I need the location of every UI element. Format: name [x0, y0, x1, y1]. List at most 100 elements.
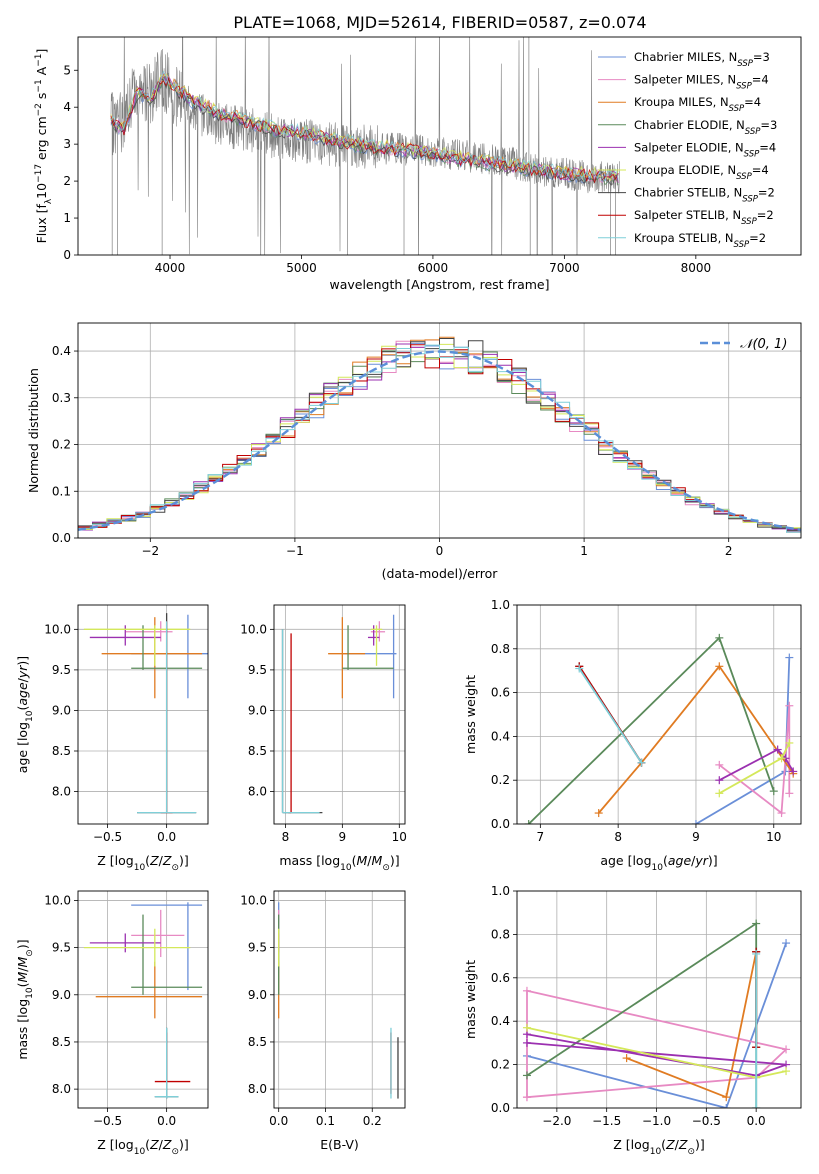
- spectrum-xtick-label: 6000: [418, 261, 449, 275]
- weight_vs_Z-xtick-label: −1.5: [592, 1114, 621, 1128]
- residuals-xlabel: (data-model)/error: [382, 566, 499, 581]
- age_vs_Z-ytick-label: 9.0: [52, 703, 71, 717]
- spectrum-plot-area: [110, 37, 620, 255]
- age_vs_Z-frame: [77, 604, 209, 825]
- age_vs_Z-ytick-label: 8.0: [52, 785, 71, 799]
- normal-legend-label: 𝒩(0, 1): [740, 337, 787, 352]
- weight_vs_age-xtick-label: 7: [537, 830, 545, 844]
- legend-label-salpeter_elodie: Salpeter ELODIE, NSSP=4: [634, 140, 776, 159]
- mass_vs_Z-ytick-label: 8.0: [52, 1082, 71, 1096]
- mass_vs_ebv-xtick-label: 0.0: [269, 1114, 288, 1128]
- weight_vs_Z-ytick-label: 0.4: [491, 1014, 510, 1028]
- mass_vs_Z-ytick-label: 9.5: [52, 941, 71, 955]
- legend-label-chabrier_elodie: Chabrier ELODIE, NSSP=3: [634, 118, 777, 137]
- weight_vs_Z-xtick-label: −0.5: [692, 1114, 721, 1128]
- age_vs_mass-frame: [273, 604, 406, 825]
- legend-label-kroupa_miles: Kroupa MILES, NSSP=4: [634, 95, 761, 114]
- legend-label-chabrier_miles: Chabrier MILES, NSSP=3: [634, 50, 770, 69]
- residuals-ytick-label: 0.0: [52, 531, 71, 545]
- residuals-ytick-label: 0.3: [52, 391, 71, 405]
- weight_vs_age-frame: [516, 604, 802, 825]
- weight_vs_age-ytick-label: 0.2: [491, 773, 510, 787]
- residuals-xtick-label: 1: [580, 544, 588, 558]
- mass_vs_ebv-xtick-label: 0.2: [363, 1114, 382, 1128]
- weight_vs_age-plot-area: [524, 633, 798, 824]
- spectrum-ytick-label: 5: [63, 63, 71, 77]
- plot-layer: 4000 5000 6000 7000 8000 0 1 2 3 4 5 wavelength [An…: [15, 36, 802, 1157]
- residuals-frame: [77, 322, 802, 539]
- age_vs_mass-ytick-label: 8.5: [248, 744, 267, 758]
- age_vs_mass-ytick-label: 10.0: [240, 622, 267, 636]
- spectrum-ytick-label: 0: [63, 248, 71, 262]
- weight_vs_Z-frame: [516, 890, 802, 1109]
- model-spectrum-kroupa_stelib: [110, 70, 619, 182]
- spectrum-xtick-label: 8000: [681, 261, 712, 275]
- weight_vs_Z-ytick-label: 1.0: [491, 884, 510, 898]
- age-vs-Z-ylabel: age [log10(age/yr)]: [15, 656, 35, 773]
- mass_vs_ebv-ytick-label: 8.5: [248, 1035, 267, 1049]
- spectrum-ytick-label: 2: [63, 174, 71, 188]
- weight_vs_Z-line-chabrier_miles: [526, 942, 787, 1108]
- weight_vs_age-line-kroupa_miles: [598, 664, 794, 814]
- spectrum-xtick-label: 7000: [549, 261, 580, 275]
- weight-vs-Z-xlabel: Z [log10(Z/Z⊙)]: [613, 1137, 705, 1157]
- residuals-xtick-label: −1: [286, 544, 304, 558]
- spectrum-frame: [77, 36, 802, 256]
- weight_vs_Z-line-salpeter_elodie: [526, 1033, 787, 1077]
- weight_vs_Z-ylabel: mass weight: [463, 960, 478, 1039]
- observed-spectrum-line: [110, 37, 620, 255]
- weight_vs_age-xtick-label: 9: [692, 830, 700, 844]
- weight-vs-age-xlabel: age [log10(age/yr)]: [600, 853, 717, 873]
- mass_vs_Z-ytick-label: 9.0: [52, 988, 71, 1002]
- weight_vs_Z-line-kroupa_miles: [626, 951, 758, 1099]
- residuals-ytick-label: 0.2: [52, 438, 71, 452]
- residuals-xtick-label: 0: [436, 544, 444, 558]
- legend-label-chabrier_stelib: Chabrier STELIB, NSSP=2: [634, 186, 775, 205]
- weight_vs_Z-ytick-label: 0.8: [491, 927, 510, 941]
- age_vs_Z-ytick-label: 8.5: [52, 744, 71, 758]
- mass_vs_Z-ytick-label: 10.0: [44, 893, 71, 907]
- weight_vs_Z-ytick-label: 0.6: [491, 971, 510, 985]
- weight_vs_age-line-salpeter_elodie: [718, 748, 794, 781]
- age-vs-mass-xlabel: mass [log10(M/M⊙)]: [279, 853, 399, 873]
- age_vs_mass-xtick-label: 8: [282, 830, 290, 844]
- mass_vs_Z-xtick-label: 0.0: [157, 1114, 176, 1128]
- mass-vs-ebv-xlabel: E(B-V): [320, 1137, 359, 1152]
- spectrum-xlabel: wavelength [Angstrom, rest frame]: [329, 277, 549, 292]
- age_vs_Z-plot-area: [83, 613, 208, 814]
- mass_vs_Z-ytick-label: 8.5: [52, 1035, 71, 1049]
- age_vs_mass-xtick-label: 10: [392, 830, 407, 844]
- age_vs_Z-xtick-label: 0.0: [157, 830, 176, 844]
- weight_vs_Z-ytick-label: 0.0: [491, 1101, 510, 1115]
- weight_vs_Z-xtick-label: 0.0: [747, 1114, 766, 1128]
- age_vs_Z-ytick-label: 9.5: [52, 663, 71, 677]
- age_vs_mass-xtick-label: 9: [339, 830, 347, 844]
- spectrum-xtick-label: 4000: [155, 261, 186, 275]
- mass-vs-Z-ylabel: mass [log10(M/M⊙)]: [15, 939, 35, 1059]
- spectrum-ylabel: Flux [fλ10−17 erg cm−2 s−1 A−1]: [34, 49, 54, 244]
- spectrum-ytick-label: 4: [63, 100, 71, 114]
- weight_vs_Z-xtick-label: −2.0: [542, 1114, 571, 1128]
- spectrum-ytick-label: 1: [63, 211, 71, 225]
- weight_vs_age-line-chabrier_miles: [695, 657, 791, 824]
- mass_vs_Z-plot-area: [83, 902, 203, 1099]
- mass_vs_Z-xtick-label: −0.5: [93, 1114, 122, 1128]
- mass_vs_ebv-xtick-label: 0.1: [316, 1114, 335, 1128]
- figure-title: PLATE=1068, MJD=52614, FIBERID=0587, z=0…: [233, 13, 646, 32]
- spectrum-xtick-label: 5000: [286, 261, 317, 275]
- weight_vs_age-xtick-label: 10: [766, 830, 781, 844]
- weight_vs_age-ytick-label: 0.8: [491, 642, 510, 656]
- legend-label-salpeter_stelib: Salpeter STELIB, NSSP=2: [634, 208, 774, 227]
- weight_vs_Z-xtick-label: −1.0: [642, 1114, 671, 1128]
- age_vs_Z-ytick-label: 10.0: [44, 622, 71, 636]
- spectrum-ytick-label: 3: [63, 137, 71, 151]
- mass_vs_ebv-frame: [273, 890, 406, 1109]
- weight_vs_age-ylabel: mass weight: [463, 675, 478, 754]
- normal-curve: [78, 350, 801, 531]
- mass-vs-Z-xlabel: Z [log10(Z/Z⊙)]: [97, 1137, 189, 1157]
- weight_vs_Z-ytick-label: 0.2: [491, 1058, 510, 1072]
- spectrum-legend: Chabrier MILES, NSSP=3 Salpeter MILES, NS…: [598, 50, 777, 250]
- residuals-plot-area: [78, 336, 801, 538]
- mass_vs_ebv-plot-area: [278, 902, 399, 1099]
